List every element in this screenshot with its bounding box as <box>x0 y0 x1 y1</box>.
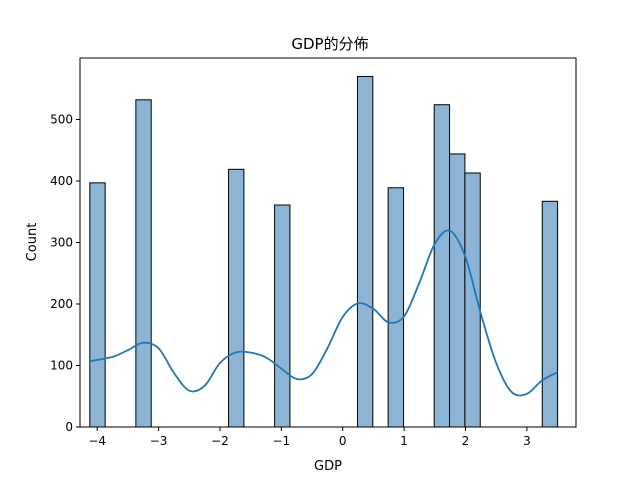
histogram-bar-7 <box>449 153 466 428</box>
x-tick-label-5: 1 <box>400 434 408 448</box>
y-tick-label-4: 400 <box>50 174 73 188</box>
chart-title: GDP的分佈 <box>291 35 368 53</box>
histogram-bar-4 <box>356 75 374 428</box>
x-tick-label-3: −1 <box>272 434 290 448</box>
histogram-bar-0 <box>89 182 106 428</box>
x-tick-label-1: −3 <box>150 434 168 448</box>
y-tick-label-1: 100 <box>50 359 73 373</box>
x-tick-label-6: 2 <box>462 434 470 448</box>
histogram-bar-2 <box>228 168 245 428</box>
histogram-bar-1 <box>135 99 152 428</box>
histogram-bar-6 <box>433 104 451 428</box>
y-axis-label: Count <box>25 223 40 262</box>
x-tick-label-0: −4 <box>88 434 106 448</box>
plot-area: −4 −3 −2 −1 0 1 2 3 0 100 200 300 400 500 <box>50 75 559 448</box>
y-tick-label-5: 500 <box>50 113 73 127</box>
x-tick-label-4: 0 <box>339 434 347 448</box>
y-tick-label-2: 200 <box>50 297 73 311</box>
histogram-bar-9 <box>541 200 559 428</box>
x-tick-label-2: −2 <box>211 434 229 448</box>
plot-frame <box>79 57 577 428</box>
y-tick-label-0: 0 <box>65 420 73 434</box>
x-axis-label: GDP <box>314 459 342 474</box>
kde-line <box>89 229 558 397</box>
histogram-bar-3 <box>274 204 291 428</box>
y-tick-label-3: 300 <box>50 236 73 250</box>
x-tick-label-7: 3 <box>523 434 531 448</box>
histogram-bar-5 <box>387 187 405 428</box>
